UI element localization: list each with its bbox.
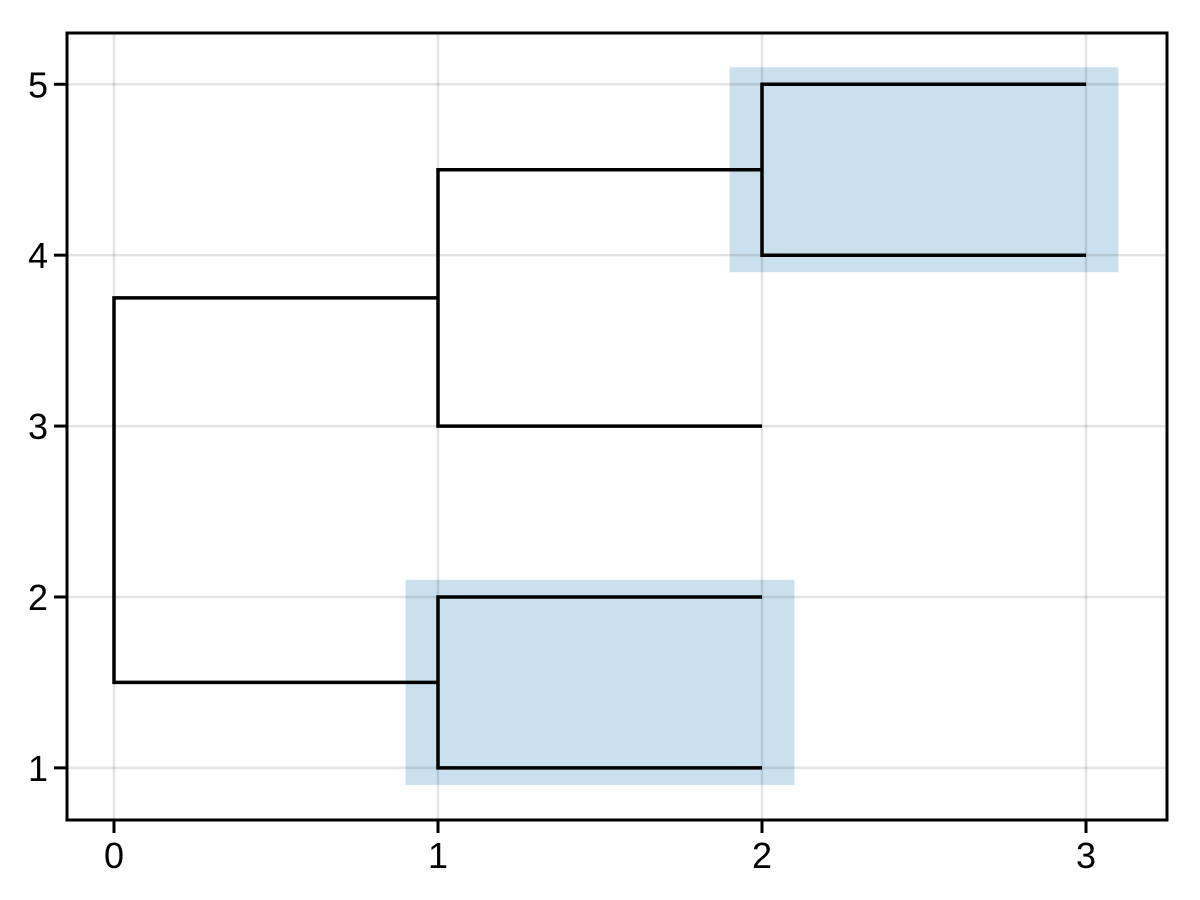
dendrogram-branch-root-merge-at-x0 [112,296,438,685]
y-tick-label-5: 5 [28,64,48,105]
x-tick-label-1: 1 [428,835,448,876]
y-tick-label-2: 2 [28,577,48,618]
y-tick-label-1: 1 [28,748,48,789]
x-tick-label-2: 2 [752,835,772,876]
highlight-rect-cluster-leaves-1-2 [405,579,795,785]
x-tick-label-0: 0 [104,835,124,876]
y-tick-label-3: 3 [28,406,48,447]
y-tick-label-4: 4 [28,235,48,276]
x-tick-label-3: 3 [1076,835,1096,876]
highlight-rect-cluster-leaves-4-5 [729,67,1119,273]
